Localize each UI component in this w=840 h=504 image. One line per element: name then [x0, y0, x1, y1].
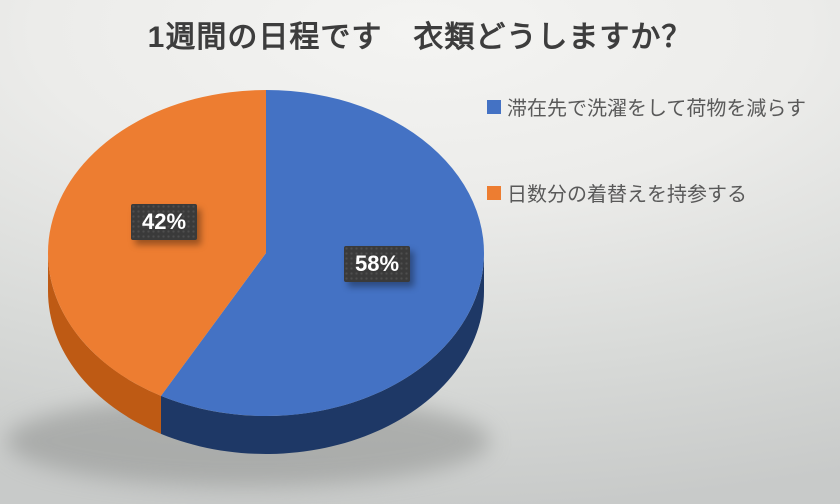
legend-item: 滞在先で洗濯をして荷物を減らす	[487, 92, 806, 121]
legend-label: 滞在先で洗濯をして荷物を減らす	[507, 98, 806, 120]
pie-side-1	[48, 253, 161, 434]
legend-item: 日数分の着替えを持参する	[487, 178, 747, 207]
data-label-blue-text: 58%	[355, 251, 400, 276]
pie-side-0	[160, 253, 484, 454]
chart-title: 1週間の日程です 衣類どうしますか？	[147, 21, 693, 54]
legend-swatch	[487, 185, 501, 200]
data-label-blue: 58%	[344, 246, 411, 282]
legend-swatch	[487, 99, 501, 114]
data-label-orange: 42%	[131, 204, 198, 240]
pie-slice-0	[160, 90, 484, 416]
pie-slice-1	[47, 89, 267, 396]
data-label-orange-text: 42%	[142, 209, 187, 234]
legend-label: 日数分の着替えを持参する	[507, 184, 747, 206]
